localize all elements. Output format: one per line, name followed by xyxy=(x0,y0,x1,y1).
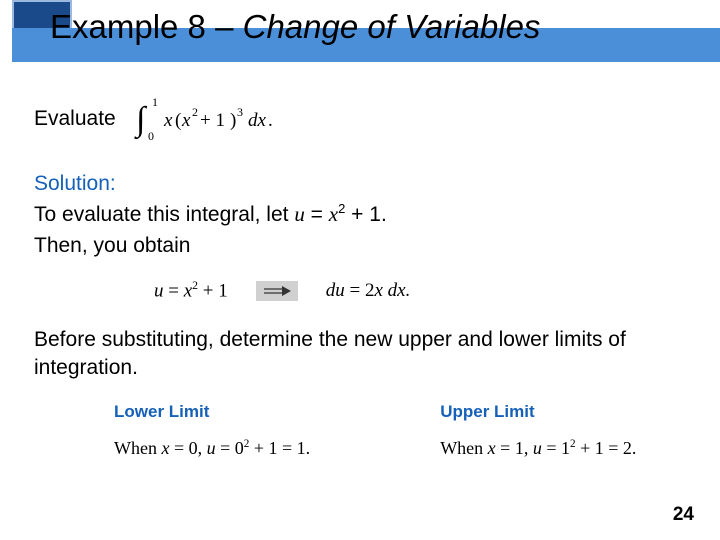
solution-line-2: Then, you obtain xyxy=(34,232,686,260)
ll-when: When xyxy=(114,438,161,458)
lower-limit-body: When x = 0, u = 02 + 1 = 1. xyxy=(114,436,310,460)
ll-xval: = 0, xyxy=(169,438,206,458)
sub-tail: + 1 xyxy=(198,280,228,301)
lower-limit-title: Lower Limit xyxy=(114,401,310,424)
sub-u: u xyxy=(154,280,164,301)
sol-x: x xyxy=(329,202,338,226)
du-equals-expr: du = 2x dx. xyxy=(326,278,411,304)
substitution-line: u = x2 + 1 du = 2x dx. xyxy=(154,278,686,304)
sub-dx: dx. xyxy=(383,280,410,301)
paren-open: ( xyxy=(175,110,181,131)
outer-exp: 3 xyxy=(237,105,243,119)
topic-name: Change of Variables xyxy=(243,8,541,45)
upper-limit-body: When x = 1, u = 12 + 1 = 2. xyxy=(440,436,636,460)
inner-x: x xyxy=(181,110,191,131)
solution-heading: Solution: xyxy=(34,170,686,198)
ul-u: u xyxy=(533,438,542,458)
title-separator: – xyxy=(206,8,243,45)
ul-x: x xyxy=(488,438,496,458)
lower-limit-column: Lower Limit When x = 0, u = 02 + 1 = 1. xyxy=(114,401,310,460)
sol-text-a: To evaluate this integral, let xyxy=(34,203,294,226)
period: . xyxy=(268,110,273,131)
sol-tail: + 1. xyxy=(345,203,386,226)
sub-eq2: = 2 xyxy=(345,280,375,301)
dx: dx xyxy=(248,110,267,131)
ul-tail: + 1 = 2. xyxy=(576,438,637,458)
implies-arrow xyxy=(256,281,298,301)
sol-u: u xyxy=(294,202,305,226)
page-number: 24 xyxy=(673,504,694,526)
sub-x2: x xyxy=(374,280,382,301)
slide-content: Evaluate ∫ 1 0 x ( x 2 + 1 ) 3 dx . Solu… xyxy=(0,70,720,460)
ll-u: u xyxy=(207,438,216,458)
ll-tail: + 1 = 1. xyxy=(249,438,310,458)
ul-when: When xyxy=(440,438,487,458)
limits-row: Lower Limit When x = 0, u = 02 + 1 = 1. … xyxy=(114,401,686,460)
paren-close: ) xyxy=(230,110,236,131)
sol-eq: = xyxy=(305,203,329,226)
solution-line-1: To evaluate this integral, let u = x2 + … xyxy=(34,200,686,229)
lower-limit: 0 xyxy=(148,129,154,143)
slide-title: Example 8 – Change of Variables xyxy=(50,8,540,46)
inner-exp: 2 xyxy=(192,105,198,119)
upper-limit: 1 xyxy=(152,95,158,109)
ll-expr: = 0 xyxy=(216,438,244,458)
before-substituting-text: Before substituting, determine the new u… xyxy=(34,326,686,383)
sub-x: x xyxy=(184,280,192,301)
integrand-x: x xyxy=(163,110,173,131)
ul-expr: = 1 xyxy=(542,438,570,458)
u-equals-expr: u = x2 + 1 xyxy=(154,278,228,304)
evaluate-row: Evaluate ∫ 1 0 x ( x 2 + 1 ) 3 dx . xyxy=(34,94,686,144)
sub-du: du xyxy=(326,280,345,301)
integral-sign: ∫ xyxy=(134,101,148,140)
sub-eq: = xyxy=(164,280,184,301)
upper-limit-column: Upper Limit When x = 1, u = 12 + 1 = 2. xyxy=(440,401,636,460)
evaluate-label: Evaluate xyxy=(34,105,116,133)
arrow-icon xyxy=(262,285,292,297)
integral-expression: ∫ 1 0 x ( x 2 + 1 ) 3 dx . xyxy=(130,94,300,144)
slide-header: Example 8 – Change of Variables xyxy=(0,0,720,70)
example-number: Example 8 xyxy=(50,8,206,45)
upper-limit-title: Upper Limit xyxy=(440,401,636,424)
plus-one: + 1 xyxy=(200,110,225,131)
ul-xval: = 1, xyxy=(496,438,533,458)
